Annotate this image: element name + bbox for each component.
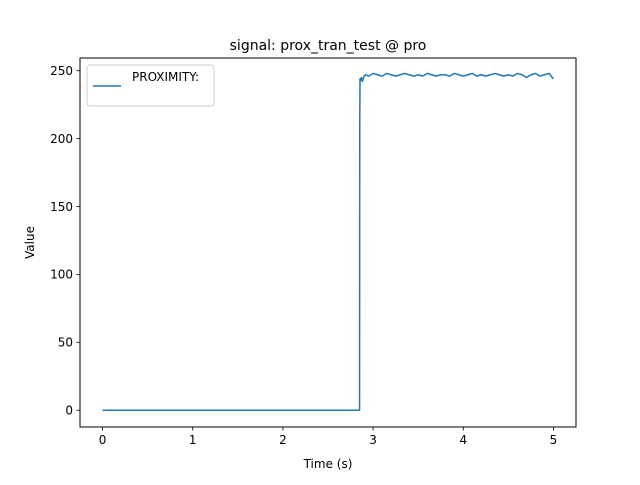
x-tick-label: 1 [189,433,197,447]
axes-frame [79,57,577,428]
x-tick-label: 4 [459,433,467,447]
y-tick-label: 150 [50,200,73,214]
series-line-proximity [102,72,555,411]
x-tick-label: 5 [550,433,558,447]
y-tick-label: 0 [65,404,73,418]
y-tick-label: 50 [58,336,73,350]
legend: PROXIMITY: [86,64,215,107]
legend-label: PROXIMITY: [132,70,199,84]
x-tick-label: 3 [369,433,377,447]
plot-area [102,72,555,411]
y-tick-label: 250 [50,64,73,78]
chart-title: signal: prox_tran_test @ pro [230,38,427,54]
y-tick-label: 100 [50,268,73,282]
x-tick-label: 0 [99,433,107,447]
x-tick-label: 2 [279,433,287,447]
x-axis-label: Time (s) [303,457,353,471]
legend-box [86,64,215,107]
y-tick-label: 200 [50,132,73,146]
y-axis-label: Value [23,226,37,259]
